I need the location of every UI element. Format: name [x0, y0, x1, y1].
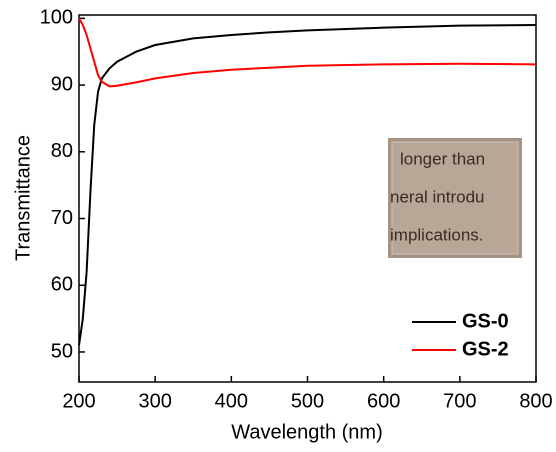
x-tick-label: 700 [443, 390, 476, 412]
x-tick-label: 500 [291, 390, 324, 412]
y-tick-label: 70 [51, 207, 73, 229]
series-line [78, 24, 537, 346]
x-axis-label: Wavelength (nm) [231, 421, 383, 443]
y-tick-label: 90 [51, 73, 73, 95]
legend-label: GS-0 [462, 310, 509, 332]
y-tick-label: 80 [51, 140, 73, 162]
series-line [78, 17, 537, 88]
legend-label: GS-2 [462, 338, 509, 360]
x-tick-label: 400 [215, 390, 248, 412]
x-tick-label: 800 [519, 390, 552, 412]
inset-text: implications. [390, 225, 484, 244]
inset-text: longer than [400, 149, 485, 168]
y-tick-label: 50 [51, 340, 73, 362]
x-tick-label: 300 [138, 390, 171, 412]
y-tick-label: 60 [51, 274, 73, 296]
y-axis-label: Transmittance [12, 135, 34, 261]
y-tick-label: 100 [40, 7, 73, 29]
x-tick-label: 200 [62, 390, 95, 412]
inset-text: neral introdu [390, 187, 485, 206]
inset-glass [391, 141, 519, 255]
x-tick-label: 600 [367, 390, 400, 412]
